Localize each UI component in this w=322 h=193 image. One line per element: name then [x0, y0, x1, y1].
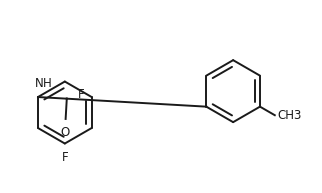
Text: O: O [60, 126, 69, 139]
Text: F: F [62, 151, 68, 164]
Text: N: N [34, 77, 43, 90]
Text: F: F [78, 88, 85, 101]
Text: CH3: CH3 [278, 109, 302, 122]
Text: H: H [43, 77, 52, 90]
